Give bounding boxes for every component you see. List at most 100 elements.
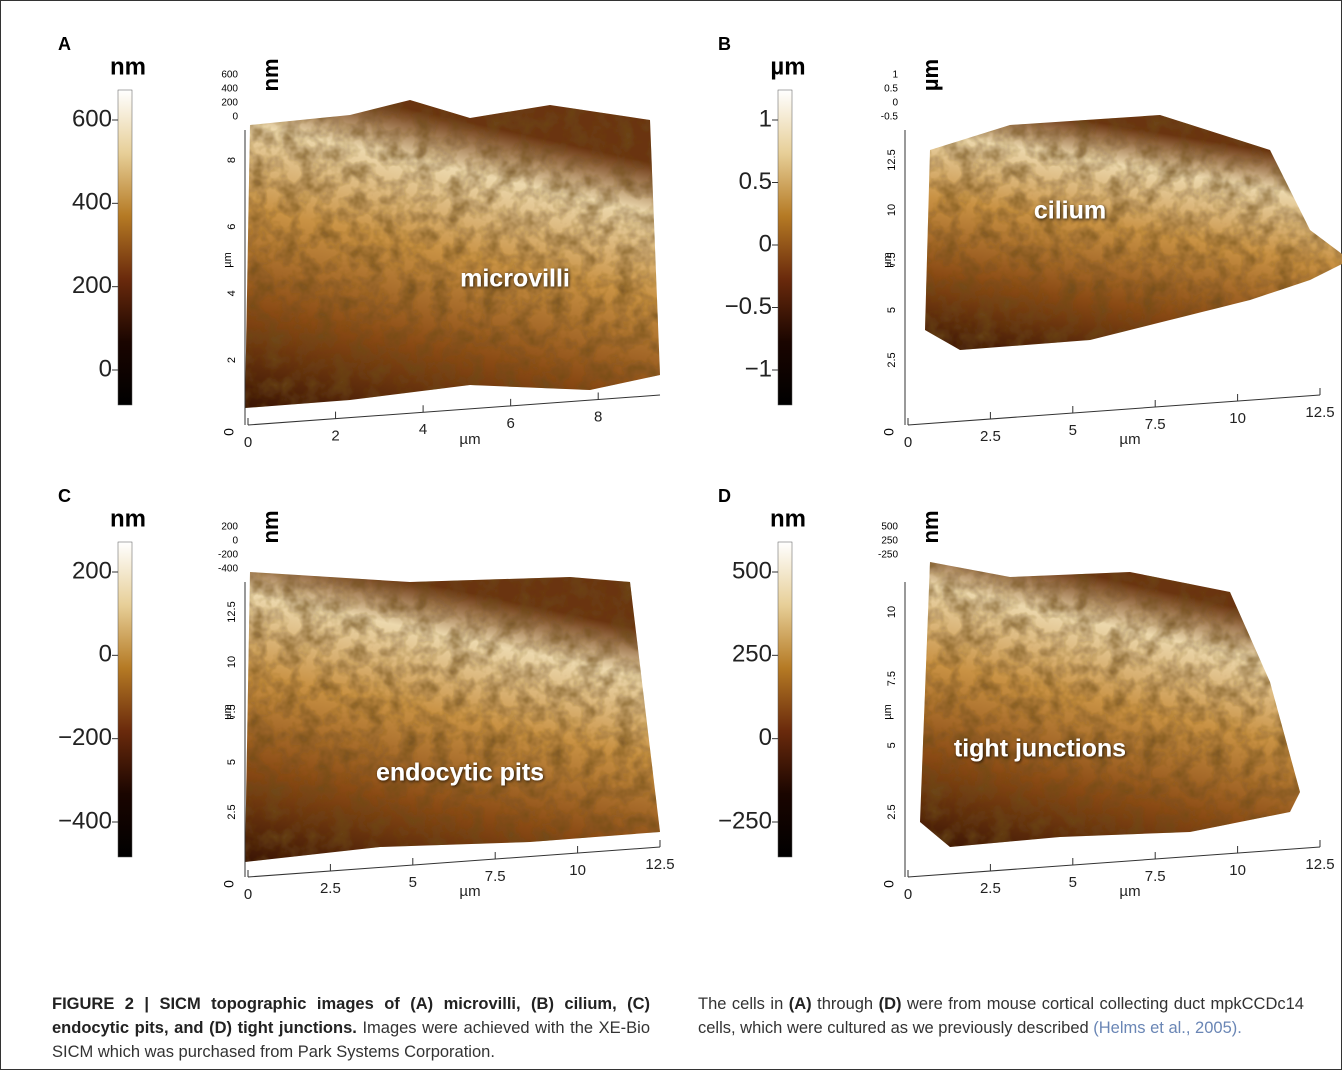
caption-text: Images were achieved with the XE-Bio SIC… [52, 1019, 651, 1061]
x-tick-label: 6 [506, 415, 514, 432]
citation: Helms et al., 2005 [1098, 1019, 1232, 1037]
x-axis [907, 394, 1321, 426]
y-tick-label: 2 [226, 357, 238, 363]
origin-label: 0 [221, 880, 237, 888]
x-tick-label: 5 [1069, 874, 1077, 891]
x-axis [247, 394, 661, 426]
x-tick-label: 0 [904, 434, 912, 451]
annotation: cilium [1034, 197, 1106, 225]
z-tick-label: 200 [221, 522, 238, 533]
x-unit: µm [1119, 431, 1140, 448]
x-unit: µm [1119, 883, 1140, 900]
x-tick-label: 2.5 [980, 428, 1001, 445]
z-tick-label: 500 [881, 522, 898, 533]
colorbar-tick-label: 0 [99, 641, 112, 668]
colorbar-tick-label: 0 [759, 724, 772, 751]
colorbar-tick-label: 200 [72, 272, 112, 299]
caption-left: FIGURE 2 | SICM topographic images of (A… [52, 992, 650, 1064]
z-unit: nm [258, 511, 283, 544]
x-tick-label: 0 [244, 434, 252, 451]
y-tick-label: 10 [886, 606, 898, 618]
x-tick-label: 10 [569, 862, 586, 879]
caption-ref: (A) [788, 995, 812, 1013]
x-tick-label: 4 [419, 421, 427, 438]
y-tick-label: 2.5 [886, 804, 898, 819]
colorbar-tick-label: 200 [72, 557, 112, 584]
x-tick-label: 5 [1069, 422, 1077, 439]
y-tick-label: 10 [886, 204, 898, 216]
x-tick-label: 10 [1229, 410, 1246, 427]
y-tick-label: 6 [226, 224, 238, 230]
colorbar-tick-label: −400 [58, 807, 112, 834]
x-tick-label: 7.5 [485, 868, 506, 885]
z-tick-label: 0 [232, 536, 238, 547]
z-tick-label: 0 [232, 112, 238, 123]
y-tick-label: 8 [226, 157, 238, 163]
z-unit: µm [918, 59, 943, 91]
colorbar [117, 89, 133, 406]
colorbar-tick-label: 400 [72, 189, 112, 216]
z-tick-label: 0 [892, 98, 898, 109]
y-tick-label: 5 [886, 742, 898, 748]
y-tick-label: 5 [886, 307, 898, 313]
origin-label: 0 [881, 428, 897, 436]
surface-texture [245, 572, 660, 862]
origin-label: 0 [881, 880, 897, 888]
colorbar [777, 541, 793, 858]
z-tick-label: 250 [881, 536, 898, 547]
panel: Cnm 200 0 −200 −400 nm 200 0 -200 -400 2.5 5 7.5 10 12… [58, 486, 675, 903]
annotation: microvilli [460, 265, 570, 293]
x-tick-label: 7.5 [1145, 868, 1166, 885]
panel: Bµm 1 0.5 0 −0.5 −1 µm 1 0.5 0 -0.5 2.5 5 7.5 10 12.5 µm… [718, 34, 1342, 451]
x-unit: µm [459, 883, 480, 900]
x-tick-label: 0 [904, 886, 912, 903]
y-unit: µm [222, 252, 234, 268]
colorbar-tick-label: −200 [58, 724, 112, 751]
colorbar [777, 89, 793, 406]
y-tick-label: 5 [226, 759, 238, 765]
origin-label: 0 [221, 428, 237, 436]
x-tick-label: 2 [331, 428, 339, 445]
x-tick-label: 12.5 [645, 856, 674, 873]
caption-text: were from mouse cortical collecting duct… [698, 995, 1304, 1037]
x-tick-label: 12.5 [1305, 404, 1334, 421]
y-tick-label: 2.5 [886, 352, 898, 367]
x-tick-label: 8 [594, 408, 602, 425]
panel-label: A [58, 34, 71, 54]
z-tick-label: -200 [218, 550, 238, 561]
z-tick-label: 400 [221, 84, 238, 95]
caption-text: through [811, 995, 879, 1013]
x-unit: µm [459, 431, 480, 448]
z-tick-label: -400 [218, 564, 238, 575]
z-unit: nm [918, 511, 943, 544]
colorbar-unit: nm [110, 505, 146, 532]
z-tick-label: 200 [221, 98, 238, 109]
x-tick-label: 7.5 [1145, 416, 1166, 433]
colorbar-tick-label: 0 [759, 230, 772, 257]
caption-text: The cells in [698, 995, 789, 1013]
y-tick-label: 10 [226, 656, 238, 668]
colorbar-tick-label: −250 [718, 807, 772, 834]
colorbar-tick-label: 0 [99, 355, 112, 382]
y-tick-label: 7.5 [886, 671, 898, 686]
x-axis [907, 846, 1321, 878]
colorbar-tick-label: 1 [759, 105, 772, 132]
annotation: endocytic pits [376, 759, 544, 787]
z-unit: nm [258, 59, 283, 92]
x-tick-label: 10 [1229, 862, 1246, 879]
panel-label: C [58, 486, 71, 506]
x-tick-label: 12.5 [1305, 856, 1334, 873]
z-tick-label: 1 [892, 70, 898, 81]
z-tick-label: 600 [221, 70, 238, 81]
colorbar-unit: µm [770, 53, 805, 80]
panel-label: D [718, 486, 731, 506]
y-unit: µm [222, 704, 234, 720]
y-tick-label: 12.5 [226, 601, 238, 622]
colorbar-unit: nm [770, 505, 806, 532]
z-tick-label: -250 [878, 550, 898, 561]
surface-texture [920, 562, 1300, 847]
colorbar [117, 541, 133, 858]
